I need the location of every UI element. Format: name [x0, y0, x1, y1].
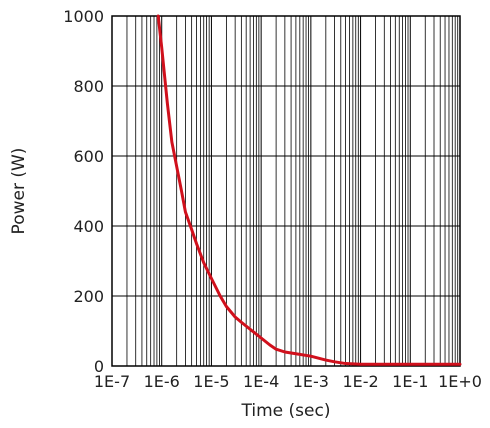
y-tick-label: 400	[73, 217, 104, 236]
y-tick-label: 600	[73, 147, 104, 166]
x-tick-label: 1E-6	[144, 372, 180, 391]
y-axis-label: Power (W)	[9, 148, 29, 235]
y-tick-label: 1000	[63, 7, 104, 26]
x-tick-label: 1E-4	[243, 372, 279, 391]
x-axis-label: Time (sec)	[241, 401, 331, 421]
y-tick-label: 0	[94, 357, 104, 376]
x-tick-label: 1E-5	[193, 372, 229, 391]
y-tick-labels: 0 200 400 600 800 1000	[63, 7, 104, 376]
x-tick-label: 1E-7	[94, 372, 130, 391]
series	[156, 14, 462, 366]
x-tick-label: 1E-2	[342, 372, 378, 391]
series-line	[156, 14, 462, 366]
x-tick-labels: 1E-7 1E-6 1E-5 1E-4 1E-3 1E-2 1E-1 1E+0	[94, 372, 482, 391]
y-tick-label: 200	[73, 287, 104, 306]
plot-frame	[111, 15, 461, 367]
x-tick-label: 1E-3	[293, 372, 329, 391]
x-tick-label: 1E+0	[438, 372, 482, 391]
grid	[111, 15, 460, 367]
y-tick-label: 800	[73, 77, 104, 96]
x-tick-label: 1E-1	[392, 372, 428, 391]
